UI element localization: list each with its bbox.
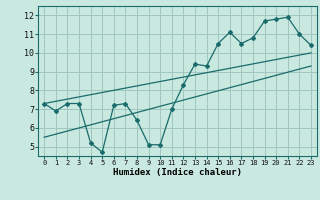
X-axis label: Humidex (Indice chaleur): Humidex (Indice chaleur)	[113, 168, 242, 177]
